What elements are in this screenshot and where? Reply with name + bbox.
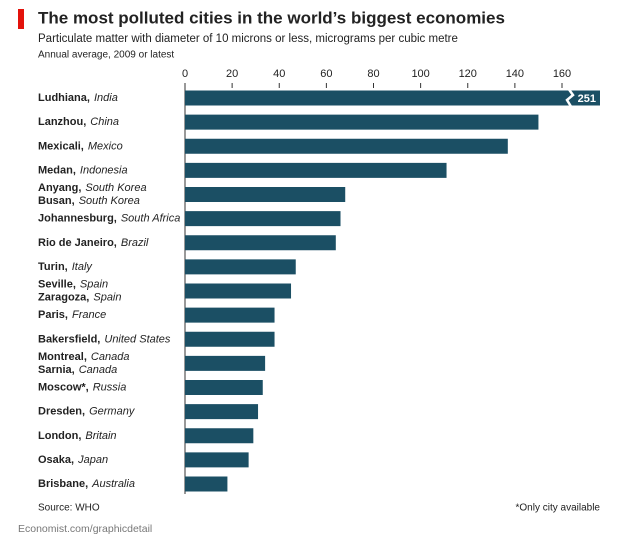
category-label: Brisbane, Australia [38,478,135,490]
chart-title: The most polluted cities in the world’s … [38,8,505,27]
category-label: Turin, Italy [38,261,93,273]
country: United States [104,333,171,345]
city: Ludhiana, [38,92,90,104]
chart-note: Annual average, 2009 or latest [38,50,174,61]
bar [185,187,346,202]
bar [185,138,508,154]
category-label: Johannesburg, South Africa [38,213,180,225]
city: Osaka, [38,454,74,466]
city: Medan, [38,164,76,176]
bar [185,380,263,395]
city: Moscow*, [38,381,89,393]
city: Paris, [38,309,68,321]
country: Indonesia [80,164,128,176]
bar [185,283,292,299]
category-label: London, Britain [38,430,117,442]
bar [185,331,275,347]
category-label: Medan, Indonesia [38,164,128,176]
x-tick-label: 60 [320,68,332,80]
axis-break [565,88,575,108]
credit: Economist.com/graphicdetail [18,523,152,535]
country: Brazil [121,237,149,249]
country: South Africa [121,213,181,225]
city: Johannesburg, [38,213,117,225]
city: Busan, [38,195,75,207]
brand-mark [18,9,24,29]
category-label: Ludhiana, India [38,92,118,104]
category-label: Bakersfield, United States [38,333,171,345]
city: Turin, [38,261,68,273]
bar [185,90,600,106]
x-tick-label: 120 [459,68,477,80]
country: South Korea [85,182,146,194]
city: Rio de Janeiro, [38,237,117,249]
country: Spain [93,291,121,303]
x-tick-label: 100 [411,68,429,80]
category-label: Anyang, South Korea [38,182,147,194]
category-label: Osaka, Japan [38,454,108,466]
category-label: Sarnia, Canada [38,364,117,376]
bar [185,307,275,323]
category-label: Dresden, Germany [38,406,136,418]
city: Zaragoza, [38,291,89,303]
value-label: 251 [578,93,596,105]
x-tick-label: 140 [506,68,524,80]
country: Mexico [88,140,123,152]
category-label: Paris, France [38,309,106,321]
bar [185,428,254,444]
city: Lanzhou, [38,116,86,128]
city: London, [38,430,81,442]
source: Source: WHO [38,503,100,514]
category-label: Montreal, Canada [38,351,129,363]
x-tick-label: 40 [273,68,285,80]
category-label: Rio de Janeiro, Brazil [38,237,149,249]
bar [185,355,266,371]
city: Montreal, [38,351,87,363]
category-label: Moscow*, Russia [38,381,126,393]
country: Italy [72,261,94,273]
country: China [90,116,119,128]
x-tick-label: 20 [226,68,238,80]
bar [185,162,447,178]
category-label: Zaragoza, Spain [38,291,122,303]
country: Russia [93,381,127,393]
city: Sarnia, [38,364,75,376]
bar [185,452,249,468]
country: Germany [89,406,136,418]
bar [185,235,336,251]
bar [185,259,296,275]
category-label: Busan, South Korea [38,195,140,207]
country: France [72,309,106,321]
category-label: Seville, Spain [38,278,108,290]
x-tick-label: 0 [182,68,188,80]
x-tick-label: 80 [367,68,379,80]
country: Britain [85,430,116,442]
chart-subtitle: Particulate matter with diameter of 10 m… [38,33,458,45]
category-label: Lanzhou, China [38,116,119,128]
city: Mexicali, [38,140,84,152]
city: Bakersfield, [38,333,100,345]
city: Anyang, [38,182,81,194]
country: India [94,92,118,104]
city: Brisbane, [38,478,88,490]
city: Dresden, [38,406,85,418]
country: Canada [91,351,130,363]
city: Seville, [38,278,76,290]
country: Canada [79,364,118,376]
x-tick-label: 160 [553,68,571,80]
bar [185,476,228,492]
bar [185,114,539,130]
footnote: *Only city available [516,503,601,514]
bar [185,211,341,227]
country: South Korea [79,195,140,207]
country: Australia [91,478,135,490]
category-label: Mexicali, Mexico [38,140,123,152]
country: Spain [80,278,108,290]
bar [185,404,259,420]
country: Japan [77,454,108,466]
